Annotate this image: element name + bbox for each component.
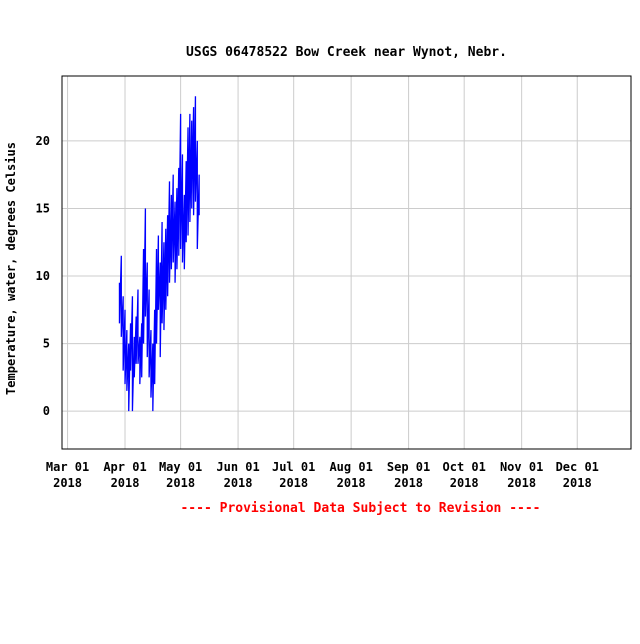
x-tick-year-label: 2018 xyxy=(394,476,423,490)
x-tick-labels: Mar 01 2018 Apr 01 2018 May 01 2018 Jun 01 2018… xyxy=(46,460,599,490)
x-tick-year-label: 2018 xyxy=(111,476,140,490)
series-layer xyxy=(118,96,200,412)
x-tick-label: Jul 01 xyxy=(272,460,315,474)
x-tick-year-label: 2018 xyxy=(563,476,592,490)
temperature-series-line xyxy=(118,96,200,412)
x-tick-year-label: 2018 xyxy=(507,476,536,490)
x-tick-label: Nov 01 xyxy=(500,460,543,474)
plot-frame xyxy=(61,75,632,450)
x-tick-label: May 01 xyxy=(159,460,202,474)
x-tick-year-label: 2018 xyxy=(53,476,82,490)
x-tick-label: Aug 01 xyxy=(329,460,372,474)
x-tick-year-label: 2018 xyxy=(279,476,308,490)
x-tick-label: Sep 01 xyxy=(387,460,430,474)
x-tick-year-label: 2018 xyxy=(450,476,479,490)
x-tick-label: Jun 01 xyxy=(216,460,259,474)
x-tick-label: Dec 01 xyxy=(556,460,599,474)
x-tick-label: Oct 01 xyxy=(443,460,486,474)
x-tick-year-label: 2018 xyxy=(166,476,195,490)
y-tick-labels: 0 5 10 15 20 xyxy=(36,134,50,418)
y-tick-label: 20 xyxy=(36,134,50,148)
provisional-data-note: ---- Provisional Data Subject to Revisio… xyxy=(180,501,540,516)
y-tick-label: 0 xyxy=(43,404,50,418)
y-tick-label: 10 xyxy=(36,269,50,283)
x-tick-label: Apr 01 xyxy=(103,460,146,474)
x-tick-year-label: 2018 xyxy=(224,476,253,490)
y-axis-label: Temperature, water, degrees Celsius xyxy=(4,142,18,395)
y-tick-label: 5 xyxy=(43,337,50,351)
y-tick-label: 15 xyxy=(36,201,50,215)
x-tick-label: Mar 01 xyxy=(46,460,89,474)
chart-title: USGS 06478522 Bow Creek near Wynot, Nebr… xyxy=(186,45,507,60)
x-tick-year-label: 2018 xyxy=(337,476,366,490)
